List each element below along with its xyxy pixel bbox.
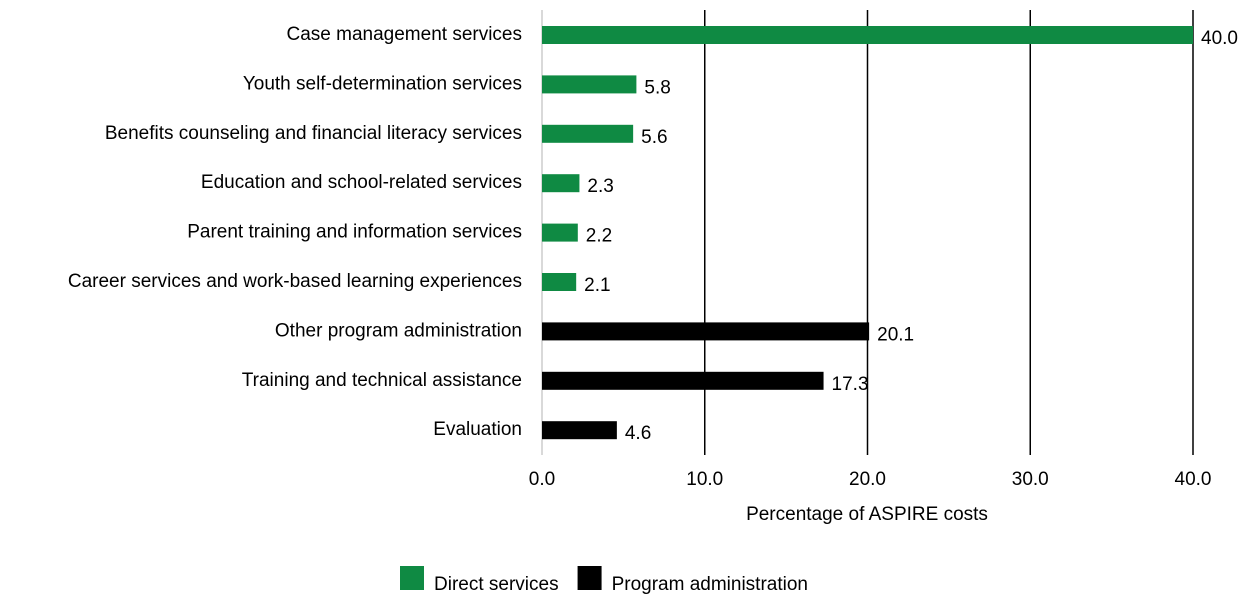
- x-axis-label: Percentage of ASPIRE costs: [746, 504, 988, 525]
- bar: [542, 174, 580, 193]
- data-label: 40.0: [1201, 28, 1238, 49]
- data-label: 20.1: [877, 324, 914, 345]
- data-label: 4.6: [625, 423, 651, 444]
- data-label: 2.2: [586, 226, 612, 247]
- y-tick-label: Youth self-determination services: [243, 73, 522, 94]
- legend-label: Direct services: [434, 574, 559, 595]
- data-label: 2.1: [584, 275, 610, 296]
- data-label: 5.6: [641, 127, 667, 148]
- bar: [542, 322, 870, 341]
- y-tick-label: Education and school-related services: [201, 172, 522, 193]
- data-label: 5.8: [644, 77, 670, 98]
- bar: [542, 75, 637, 94]
- legend-label: Program administration: [612, 574, 808, 595]
- data-label: 17.3: [832, 374, 869, 395]
- x-tick-label: 30.0: [1012, 469, 1049, 490]
- bar: [542, 421, 617, 440]
- y-tick-label: Benefits counseling and financial litera…: [105, 123, 522, 144]
- legend-swatch: [400, 566, 424, 590]
- legend-swatch: [577, 566, 602, 590]
- x-tick-label: 40.0: [1175, 469, 1212, 490]
- bar: [542, 223, 578, 242]
- y-tick-label: Case management services: [287, 24, 523, 45]
- y-tick-label: Parent training and information services: [187, 222, 522, 243]
- y-tick-label: Training and technical assistance: [242, 370, 522, 391]
- data-label: 2.3: [587, 176, 613, 197]
- x-tick-label: 10.0: [686, 469, 723, 490]
- bar: [542, 273, 577, 291]
- bar: [542, 26, 1193, 44]
- x-tick-label: 20.0: [849, 469, 886, 490]
- bar: [542, 124, 634, 143]
- y-tick-label: Evaluation: [433, 419, 522, 440]
- x-tick-label: 0.0: [529, 469, 555, 490]
- bar: [542, 371, 824, 390]
- y-tick-label: Other program administration: [275, 320, 522, 341]
- y-tick-label: Career services and work-based learning …: [68, 271, 522, 292]
